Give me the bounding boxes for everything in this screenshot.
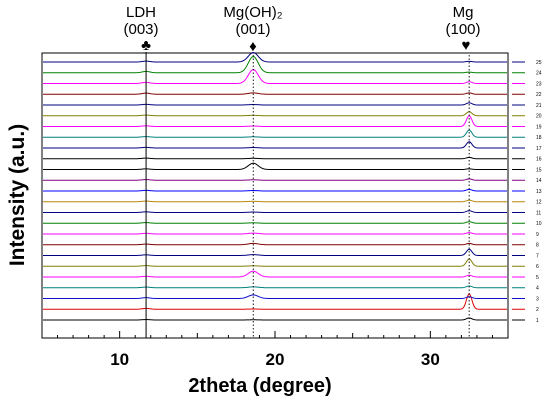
legend-label-23: 23 xyxy=(536,81,542,87)
peak-annotations: LDH (003) ♣ Mg(OH)₂ (001) ♦ Mg (100) ♥ xyxy=(123,4,480,55)
annotation-ldh-name: LDH xyxy=(126,4,156,21)
annotation-mg-plane: (100) xyxy=(445,21,480,38)
series-line-8 xyxy=(43,242,507,246)
series-line-23 xyxy=(43,69,507,84)
series-line-16 xyxy=(43,156,507,160)
legend-label-1: 1 xyxy=(536,318,539,324)
legend-label-12: 12 xyxy=(536,200,542,206)
series-line-11 xyxy=(43,210,507,213)
series-line-17 xyxy=(43,141,507,149)
legend-label-16: 16 xyxy=(536,157,542,163)
series-line-9 xyxy=(43,232,507,235)
series-line-4 xyxy=(43,285,507,289)
annotation-mgoh2-plane: (001) xyxy=(235,21,270,38)
y-axis-title: Intensity (a.u.) xyxy=(6,124,29,266)
legend-label-7: 7 xyxy=(536,253,539,259)
heart-marker-icon: ♥ xyxy=(462,37,471,54)
legend-label-18: 18 xyxy=(536,135,542,141)
peak-guide-lines xyxy=(145,52,470,338)
legend-label-25: 25 xyxy=(536,60,542,66)
legend-label-4: 4 xyxy=(536,286,539,292)
x-axis-ticks: 10 20 30 xyxy=(41,331,509,369)
series-line-10 xyxy=(43,221,507,224)
series-line-1 xyxy=(43,317,507,321)
legend-label-17: 17 xyxy=(536,146,542,152)
x-tick-label-30: 30 xyxy=(421,350,440,369)
series-line-7 xyxy=(43,248,507,256)
legend-label-3: 3 xyxy=(536,296,539,302)
series-line-21 xyxy=(43,102,507,106)
series-line-5 xyxy=(43,270,507,278)
legend-label-2: 2 xyxy=(536,307,539,313)
series-line-3 xyxy=(43,294,507,299)
legend-label-6: 6 xyxy=(536,264,539,270)
legend-label-19: 19 xyxy=(536,124,542,130)
x-tick-label-20: 20 xyxy=(266,350,285,369)
series-line-22 xyxy=(43,92,507,95)
legend: 1234567891011121314151617181920212223242… xyxy=(512,60,542,324)
legend-label-22: 22 xyxy=(536,92,542,98)
diamond-marker-icon: ♦ xyxy=(249,38,257,55)
series-line-25 xyxy=(43,52,507,63)
series-line-18 xyxy=(43,129,507,138)
legend-label-10: 10 xyxy=(536,221,542,227)
series-line-6 xyxy=(43,258,507,267)
annotation-mg-name: Mg xyxy=(453,4,474,21)
legend-label-14: 14 xyxy=(536,178,542,184)
annotation-mgoh2-name: Mg(OH)₂ xyxy=(223,4,282,21)
legend-label-9: 9 xyxy=(536,232,539,238)
series-line-13 xyxy=(43,188,507,192)
club-marker-icon: ♣ xyxy=(141,37,151,54)
x-tick-label-10: 10 xyxy=(110,350,129,369)
series-line-19 xyxy=(43,115,507,127)
plot-frame xyxy=(41,52,509,339)
legend-label-15: 15 xyxy=(536,167,542,173)
legend-label-21: 21 xyxy=(536,103,542,109)
series-line-12 xyxy=(43,199,507,203)
legend-label-8: 8 xyxy=(536,243,539,249)
legend-label-20: 20 xyxy=(536,114,542,120)
series-line-20 xyxy=(43,111,507,117)
legend-label-11: 11 xyxy=(536,210,541,216)
series-lines xyxy=(43,52,507,321)
series-line-15 xyxy=(43,162,507,170)
series-line-2 xyxy=(43,293,507,310)
legend-label-13: 13 xyxy=(536,189,542,195)
annotation-ldh-plane: (003) xyxy=(123,21,158,38)
legend-label-5: 5 xyxy=(536,275,539,281)
legend-label-24: 24 xyxy=(536,71,542,77)
x-axis-title: 2theta (degree) xyxy=(188,375,331,397)
series-line-24 xyxy=(43,56,507,74)
series-line-14 xyxy=(43,178,507,181)
